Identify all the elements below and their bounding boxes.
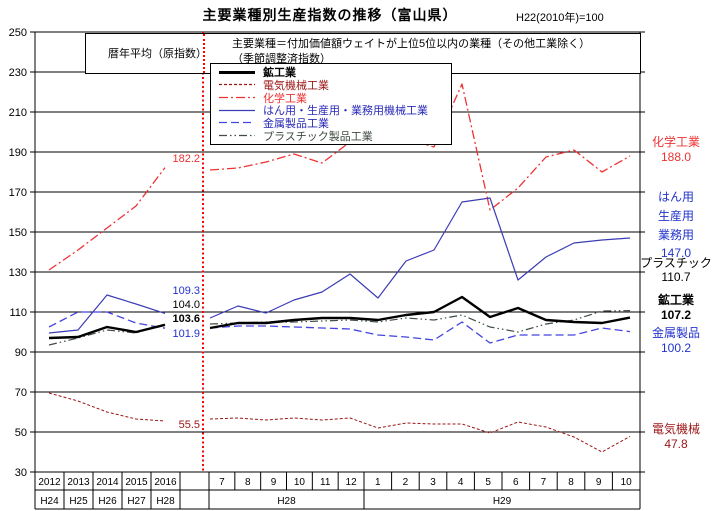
legend-label: 化学工業 bbox=[263, 92, 307, 105]
svg-text:2: 2 bbox=[403, 477, 409, 488]
svg-text:10: 10 bbox=[621, 477, 633, 488]
svg-text:7: 7 bbox=[219, 477, 225, 488]
svg-text:H24: H24 bbox=[40, 496, 59, 507]
right-label-electrical-value: 47.8 bbox=[664, 437, 688, 451]
right-label-machinery-value: 147.0 bbox=[660, 246, 692, 260]
legend-label: はん用・生産用・業務用機械工業 bbox=[263, 105, 428, 118]
svg-text:9: 9 bbox=[596, 477, 602, 488]
legend-item-metal: 金属製品工業 bbox=[218, 117, 451, 130]
svg-text:50: 50 bbox=[15, 427, 27, 439]
right-label-metal-name: 金属製品 bbox=[651, 326, 700, 340]
svg-text:2016: 2016 bbox=[154, 477, 177, 488]
legend-label: 鉱工業 bbox=[263, 67, 296, 80]
svg-text:210: 210 bbox=[9, 107, 27, 119]
right-label-chemical-name: 化学工業 bbox=[651, 135, 700, 149]
svg-text:2012: 2012 bbox=[38, 477, 61, 488]
annotation-chemical-avg: 182.2 bbox=[172, 153, 200, 165]
annotation-plastic-avg: 104.0 bbox=[172, 299, 200, 311]
legend-item-plastic: プラスチック製品工業 bbox=[218, 130, 451, 143]
metal-line-sample-icon bbox=[218, 118, 256, 127]
svg-text:1: 1 bbox=[375, 477, 381, 488]
note-main-line1: 主要業種＝付加価値額ウェイトが上位5位以内の業種（その他工業除く） bbox=[232, 38, 591, 50]
index-base-note: H22(2010年)=100 bbox=[516, 12, 604, 24]
note-main-line2: （季節調整済指数） bbox=[232, 53, 331, 65]
svg-text:8: 8 bbox=[245, 477, 251, 488]
svg-text:230: 230 bbox=[9, 67, 27, 79]
svg-text:6: 6 bbox=[513, 477, 519, 488]
note-red-divider bbox=[203, 34, 205, 73]
annotation-machinery-avg: 109.3 bbox=[172, 285, 200, 297]
legend-item-chemical: 化学工業 bbox=[218, 92, 451, 105]
right-label-chemical-value: 188.0 bbox=[660, 150, 692, 164]
svg-text:H28: H28 bbox=[156, 496, 175, 507]
svg-text:170: 170 bbox=[9, 187, 27, 199]
svg-text:11: 11 bbox=[320, 477, 331, 488]
annotation-metal-avg: 101.9 bbox=[172, 328, 200, 340]
legend-item-mining: 鉱工業 bbox=[218, 66, 451, 80]
machinery-line-sample-icon bbox=[218, 106, 256, 115]
svg-text:70: 70 bbox=[15, 387, 27, 399]
svg-text:2015: 2015 bbox=[125, 477, 148, 488]
legend-item-machinery: はん用・生産用・業務用機械工業 bbox=[218, 104, 451, 118]
chemical-line-sample-icon bbox=[218, 93, 256, 102]
svg-text:2014: 2014 bbox=[96, 477, 119, 488]
legend-label: 金属製品工業 bbox=[263, 117, 329, 130]
svg-text:90: 90 bbox=[15, 347, 27, 359]
svg-text:190: 190 bbox=[9, 147, 27, 159]
svg-text:12: 12 bbox=[346, 477, 358, 488]
svg-text:4: 4 bbox=[458, 477, 464, 488]
svg-text:8: 8 bbox=[568, 477, 574, 488]
right-label-machinery-line3: 業務用 bbox=[657, 228, 694, 242]
mining-line-sample-icon bbox=[218, 68, 256, 77]
legend-item-electrical: 電気機械工業 bbox=[218, 79, 451, 92]
annotation-electrical-avg: 55.5 bbox=[178, 419, 200, 431]
right-label-machinery-line1: はん用 bbox=[657, 190, 694, 204]
right-label-plastic-value: 110.7 bbox=[661, 270, 691, 284]
svg-text:9: 9 bbox=[271, 477, 277, 488]
svg-text:2013: 2013 bbox=[67, 477, 90, 488]
svg-text:250: 250 bbox=[9, 27, 27, 39]
svg-text:110: 110 bbox=[9, 307, 27, 319]
page-title: 主要業種別生産指数の推移（富山県） bbox=[202, 7, 458, 23]
legend-label: プラスチック製品工業 bbox=[263, 130, 373, 143]
svg-text:3: 3 bbox=[430, 477, 436, 488]
legend-label: 電気機械工業 bbox=[263, 79, 329, 92]
svg-text:130: 130 bbox=[9, 267, 27, 279]
right-label-mining-value: 107.2 bbox=[660, 308, 692, 322]
svg-text:30: 30 bbox=[15, 467, 27, 479]
svg-text:H25: H25 bbox=[69, 496, 88, 507]
annotation-mining-avg: 103.6 bbox=[172, 313, 200, 325]
svg-text:H28: H28 bbox=[277, 496, 296, 507]
note-main-text: 主要業種＝付加価値額ウェイトが上位5位以内の業種（その他工業除く） （季節調整済… bbox=[232, 37, 590, 67]
note-left-label: 暦年平均（原指数） bbox=[108, 48, 207, 60]
svg-text:150: 150 bbox=[9, 227, 27, 239]
right-label-metal-value: 100.2 bbox=[660, 341, 692, 355]
right-label-plastic-name: プラスチック bbox=[640, 256, 712, 270]
plastic-line-sample-icon bbox=[218, 131, 256, 140]
right-label-machinery-line2: 生産用 bbox=[657, 209, 694, 223]
electrical-line-sample-icon bbox=[218, 80, 256, 89]
right-label-electrical-name: 電気機械 bbox=[651, 422, 700, 436]
svg-text:H29: H29 bbox=[493, 496, 512, 507]
svg-text:5: 5 bbox=[485, 477, 491, 488]
right-label-mining-name: 鉱工業 bbox=[657, 293, 694, 307]
svg-text:H27: H27 bbox=[127, 496, 146, 507]
svg-text:7: 7 bbox=[541, 477, 547, 488]
svg-text:10: 10 bbox=[294, 477, 306, 488]
svg-text:H26: H26 bbox=[98, 496, 117, 507]
legend: 鉱工業 電気機械工業 化学工業 はん用・生産用・業務用機械工業 金属製品工業 プ… bbox=[210, 63, 452, 145]
